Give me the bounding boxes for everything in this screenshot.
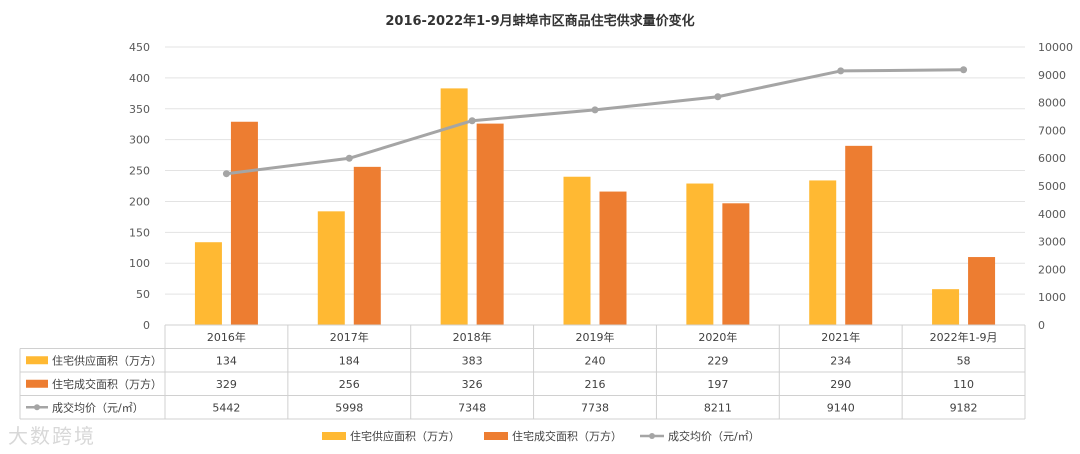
right-tick-label: 1000 bbox=[1038, 291, 1066, 304]
right-tick-label: 3000 bbox=[1038, 236, 1066, 249]
left-tick-label: 50 bbox=[136, 288, 150, 301]
bar-sales bbox=[599, 191, 627, 325]
table-cell-value: 184 bbox=[339, 354, 360, 367]
table-cell-value: 234 bbox=[830, 354, 851, 367]
bar-sales bbox=[845, 145, 873, 325]
bar-sales bbox=[230, 121, 258, 325]
table-row-label: 成交均价（元/㎡） bbox=[52, 400, 144, 414]
table-cell-value: 329 bbox=[216, 378, 237, 391]
category-label: 2022年1-9月 bbox=[930, 330, 998, 344]
left-tick-label: 250 bbox=[129, 165, 150, 178]
bar-supply bbox=[317, 211, 345, 325]
table-cell-value: 7348 bbox=[458, 401, 486, 414]
left-tick-label: 200 bbox=[129, 195, 150, 208]
table-cell-value: 134 bbox=[216, 354, 237, 367]
legend-label: 住宅供应面积（万方） bbox=[350, 429, 460, 443]
data-table: 2016年 2017年 2018年 2019年 2020年 2021年 2022年1-9月住… bbox=[19, 324, 1026, 420]
right-tick-label: 9000 bbox=[1038, 69, 1066, 82]
right-tick-label: 8000 bbox=[1038, 97, 1066, 110]
price-point bbox=[591, 106, 599, 114]
price-point bbox=[837, 67, 845, 75]
price-point bbox=[468, 117, 476, 125]
table-row-label: 住宅成交面积（万方） bbox=[52, 377, 162, 391]
category-label: 2020年 bbox=[698, 330, 737, 344]
price-point bbox=[222, 170, 230, 178]
bar-supply bbox=[686, 183, 714, 325]
legend-key-dot bbox=[649, 433, 655, 439]
left-tick-label: 0 bbox=[143, 319, 150, 332]
left-tick-label: 450 bbox=[129, 41, 150, 54]
left-axis-ticks: 0 50 100 150 200 250 300 350 400 450 bbox=[129, 41, 150, 332]
legend: 住宅供应面积（万方） 住宅成交面积（万方） 成交均价（元/㎡） bbox=[322, 429, 760, 443]
category-label: 2021年 bbox=[821, 330, 860, 344]
table-cell-value: 9140 bbox=[827, 401, 855, 414]
legend-key bbox=[484, 432, 508, 440]
table-cell-value: 197 bbox=[707, 378, 728, 391]
right-tick-label: 0 bbox=[1038, 319, 1045, 332]
table-cell-value: 256 bbox=[339, 378, 360, 391]
legend-key bbox=[322, 432, 346, 440]
table-cell-value: 7738 bbox=[581, 401, 609, 414]
category-label: 2016年 bbox=[207, 330, 246, 344]
legend-label: 住宅成交面积（万方） bbox=[512, 429, 622, 443]
table-cell-value: 290 bbox=[830, 378, 851, 391]
bar-supply bbox=[932, 289, 960, 325]
price-line bbox=[222, 66, 968, 178]
left-tick-label: 400 bbox=[129, 72, 150, 85]
bar-sales bbox=[722, 203, 750, 325]
legend-label: 成交均价（元/㎡） bbox=[668, 429, 760, 443]
table-cell-value: 9182 bbox=[950, 401, 978, 414]
table-row-label: 住宅供应面积（万方） bbox=[52, 353, 162, 367]
right-tick-label: 7000 bbox=[1038, 124, 1066, 137]
right-tick-label: 5000 bbox=[1038, 180, 1066, 193]
bar-supply bbox=[563, 176, 591, 325]
table-cell-value: 326 bbox=[462, 378, 483, 391]
table-cell-value: 229 bbox=[707, 354, 728, 367]
left-tick-label: 300 bbox=[129, 134, 150, 147]
bar-sales bbox=[968, 257, 996, 325]
bars bbox=[194, 88, 996, 325]
table-cell-value: 110 bbox=[953, 378, 974, 391]
bar-sales bbox=[353, 166, 381, 325]
table-legend-key bbox=[26, 356, 48, 365]
left-tick-label: 350 bbox=[129, 103, 150, 116]
table-cell-value: 216 bbox=[585, 378, 606, 391]
right-tick-label: 2000 bbox=[1038, 263, 1066, 276]
table-cell-value: 8211 bbox=[704, 401, 732, 414]
bar-supply bbox=[809, 180, 837, 325]
category-label: 2019年 bbox=[576, 330, 615, 344]
right-tick-label: 10000 bbox=[1038, 41, 1073, 54]
bar-sales bbox=[476, 123, 504, 325]
price-point bbox=[960, 66, 968, 74]
watermark: 大数跨境 bbox=[8, 424, 96, 448]
left-tick-label: 100 bbox=[129, 257, 150, 270]
table-cell-value: 5998 bbox=[335, 401, 363, 414]
table-legend-key bbox=[26, 379, 48, 388]
gridlines bbox=[165, 46, 1025, 326]
price-point bbox=[345, 154, 353, 162]
table-cell-value: 240 bbox=[585, 354, 606, 367]
table-cell-value: 383 bbox=[462, 354, 483, 367]
right-tick-label: 4000 bbox=[1038, 208, 1066, 221]
table-legend-key-dot bbox=[34, 404, 40, 411]
chart-title: 2016-2022年1-9月蚌埠市区商品住宅供求量价变化 bbox=[385, 13, 694, 29]
left-tick-label: 150 bbox=[129, 226, 150, 239]
category-label: 2017年 bbox=[330, 330, 369, 344]
right-axis-ticks: 0 1000 2000 3000 4000 5000 6000 7000 8000 9000 100… bbox=[1038, 41, 1073, 332]
table-cell-value: 58 bbox=[957, 354, 971, 367]
right-tick-label: 6000 bbox=[1038, 152, 1066, 165]
table-cell-value: 5442 bbox=[212, 401, 240, 414]
price-point bbox=[714, 93, 722, 101]
category-label: 2018年 bbox=[453, 330, 492, 344]
bar-supply bbox=[194, 242, 222, 325]
